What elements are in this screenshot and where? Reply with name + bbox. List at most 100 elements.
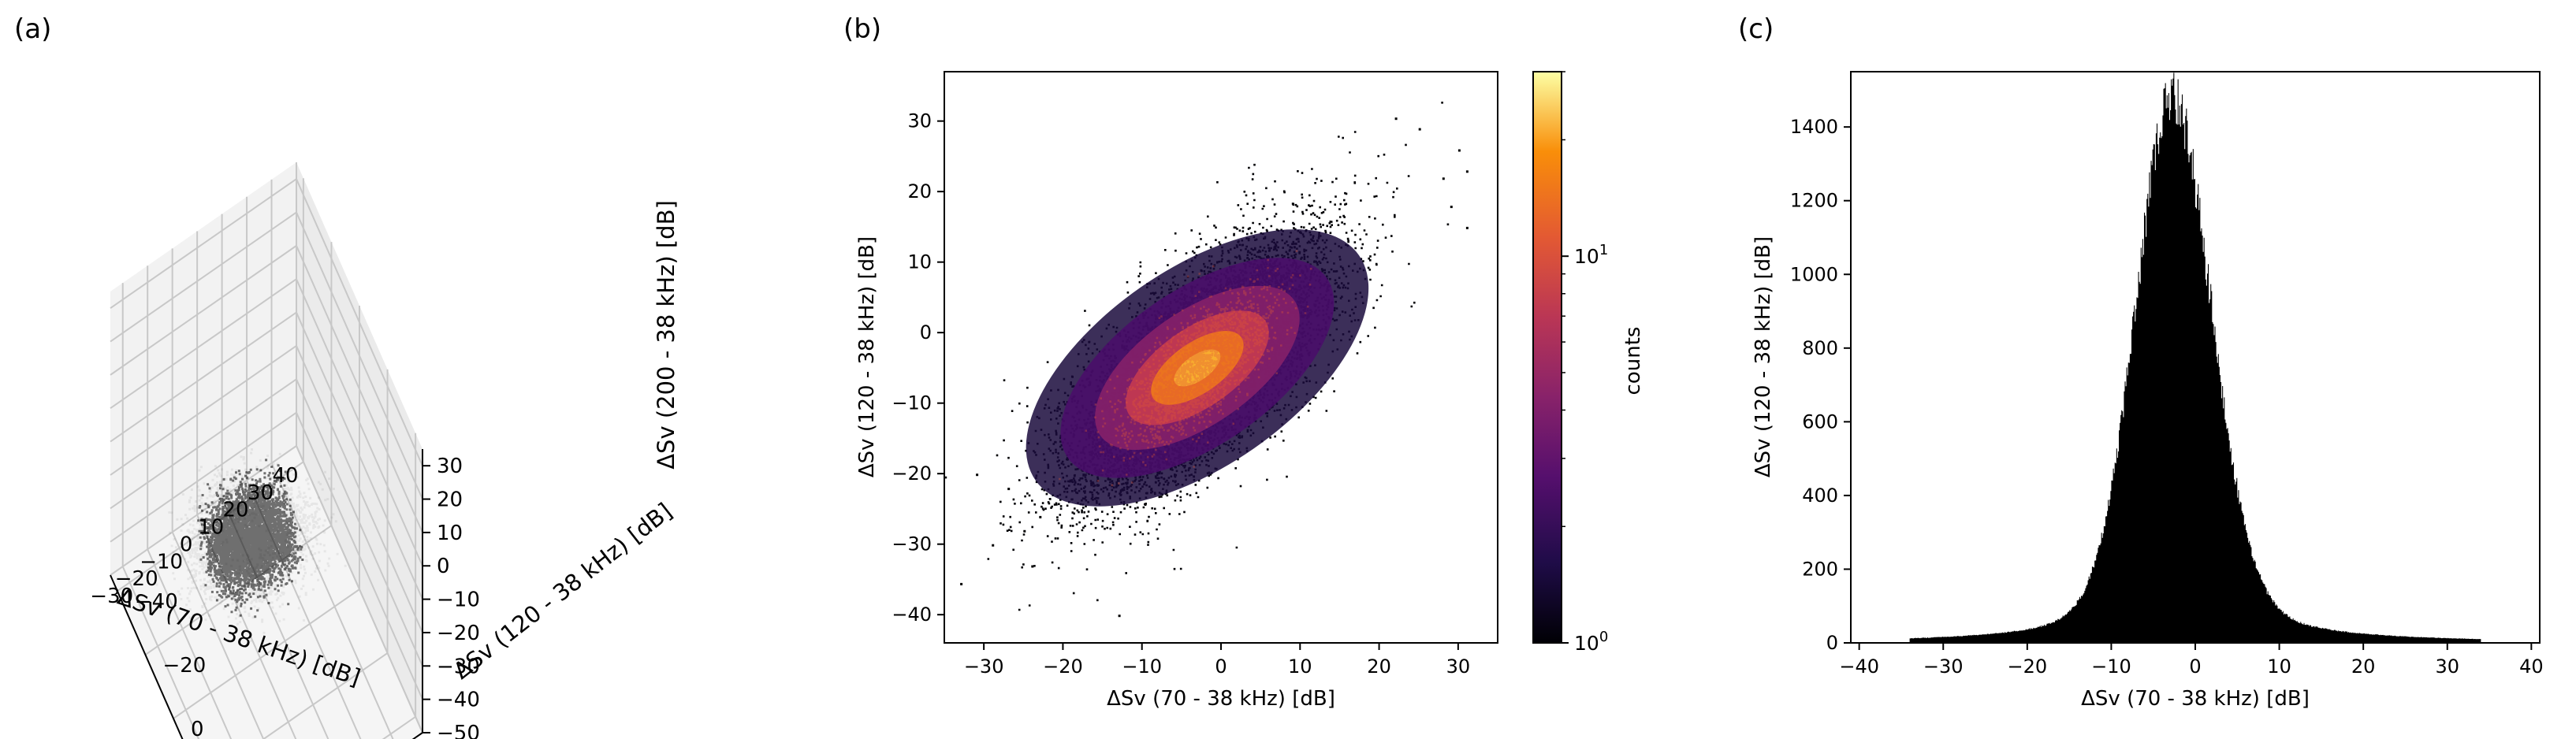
panel-b-outlier-point [1039, 515, 1042, 518]
panel-a-gridline [296, 345, 423, 633]
panel-b-ylabel: ΔSv (120 - 38 kHz) [dB] [855, 236, 879, 477]
panel-b-xtick-label: 30 [1446, 655, 1471, 678]
panel-b: (b) −30 −20 −10 0 10 20 30 −40−30−2 [843, 13, 1645, 711]
panel-b-outlier-point [992, 544, 995, 547]
panel-a-xtick-label: 40 [272, 464, 298, 488]
panel-a-gridline [296, 178, 423, 466]
panel-b-xtick-label: 10 [1288, 655, 1312, 678]
panel-b-yticks: −40 −30 −20 −10 0 10 20 30 [892, 110, 944, 626]
panel-c-xtick-label: 10 [2267, 655, 2291, 678]
panel-c-xtick-label: −10 [2091, 655, 2131, 678]
panel-a-points [155, 448, 347, 642]
panel-b-xtick-label: −20 [1043, 655, 1083, 678]
panel-b-ytick-label: 20 [907, 180, 932, 202]
panel-c-ytick-label: 800 [1802, 337, 1838, 359]
panel-c-xtick-label: 40 [2519, 655, 2544, 678]
panel-c-xtick-label: −40 [1839, 655, 1879, 678]
panel-a-ticks: −30−20−10010203040−40−2002040−50−40−30−2… [90, 455, 480, 739]
panel-a: (a) −30−20−10010203040−40−2002040−50−40−… [14, 13, 679, 739]
panel-a-ztick-label: 0 [437, 555, 450, 578]
panel-c-ytick-label: 1000 [1790, 263, 1838, 285]
panel-a-gridline [262, 652, 389, 739]
panel-a-gridline [296, 278, 423, 566]
panel-b-outlier-point [1465, 170, 1469, 173]
panel-b-ytick-label: 0 [920, 321, 932, 344]
panel-a-gridline [110, 278, 297, 410]
panel-b-density [944, 102, 1469, 618]
panel-b-xticks: −30 −20 −10 0 10 20 30 [964, 643, 1470, 678]
panel-a-xtick-label: 30 [248, 481, 274, 505]
panel-a-zlabel: ΔSv (200 - 38 kHz) [dB] [653, 200, 679, 470]
panel-b-ytick-label: −10 [892, 392, 932, 414]
panel-c-xlabel: ΔSv (70 - 38 kHz) [dB] [2081, 687, 2310, 711]
panel-a-gridline [110, 245, 297, 376]
panel-b-ytick-label: 30 [907, 110, 932, 132]
panel-a-scatter-sparse [155, 448, 347, 642]
panel-b-density-core [1174, 349, 1221, 387]
panel-b-outlier-point [960, 582, 963, 585]
panel-b-colorbar-tick-label: 101 [1574, 242, 1608, 268]
panel-a-x-axis-line [110, 574, 184, 739]
panel-b-outlier-point [1007, 488, 1011, 491]
panel-c-ytick-label: 400 [1802, 485, 1838, 507]
panel-b-outlier-point [1394, 117, 1398, 121]
panel-a-pane-floor [110, 446, 423, 739]
panel-c-ytick-label: 1200 [1790, 190, 1838, 212]
panel-b-outlier-point [1118, 615, 1121, 618]
panel-b-letter: (b) [843, 13, 881, 45]
panel-b-colorbar [1532, 71, 1562, 644]
panel-b-ytick-label: −40 [892, 603, 932, 626]
panel-c-ytick-label: 0 [1826, 632, 1838, 654]
panel-c-ylabel: ΔSv (120 - 38 kHz) [dB] [1751, 236, 1775, 477]
panel-c-histogram-bars [1909, 72, 2481, 643]
panel-c-xtick-label: 20 [2351, 655, 2376, 678]
panel-a-xtick-label: 10 [198, 516, 224, 540]
panel-a-ztick-label: −40 [437, 689, 480, 712]
panel-a-xtick-label: −10 [140, 550, 183, 574]
panel-b-outlier-point [1418, 128, 1421, 131]
panel-a-gridline [382, 715, 416, 739]
panel-a-xtick-label: −20 [115, 567, 158, 591]
panel-a-ytick-label: 0 [191, 718, 204, 739]
panel-a-gridline [296, 212, 423, 499]
panel-b-colorbar-tick-label: 100 [1574, 629, 1608, 655]
panel-b-outlier-point [1457, 149, 1461, 152]
panel-a-gridline [173, 589, 360, 719]
panel-c-histogram [1909, 72, 2481, 643]
panel-b-xtick-label: −30 [964, 655, 1004, 678]
panel-a-xtick-label: 20 [223, 499, 249, 522]
panel-b-xtick-label: 0 [1215, 655, 1227, 678]
panel-c-xtick-label: 0 [2189, 655, 2201, 678]
panel-a-ztick-label: −50 [437, 722, 480, 739]
panel-b-colorbar-label: counts [1621, 327, 1645, 395]
panel-b-ytick-label: −30 [892, 533, 932, 555]
panel-b-ytick-label: −20 [892, 462, 932, 485]
panel-a-ytick-label: −40 [135, 590, 178, 614]
panel-a-gridline [110, 378, 297, 510]
panel-c-xtick-label: −20 [2008, 655, 2048, 678]
panel-c-ytick-label: 200 [1802, 558, 1838, 580]
panel-b-xtick-label: −10 [1122, 655, 1162, 678]
panel-a-gridline [110, 411, 297, 543]
panel-c-yticks: 0 200 400 600 800 1000 1200 1400 [1790, 116, 1851, 654]
panel-a-gridline [296, 445, 423, 733]
panel-c-xticks: −40 −30 −20 −10 0 10 20 30 40 [1839, 643, 2544, 678]
panel-a-ztick-label: −10 [437, 589, 480, 612]
panel-a-ztick-label: 30 [437, 455, 463, 478]
panel-b-xlabel: ΔSv (70 - 38 kHz) [dB] [1107, 687, 1335, 711]
panel-b-core-speckle [1059, 250, 1312, 487]
panel-a-scatter-dense [197, 459, 304, 618]
panel-c-xtick-label: −30 [1923, 655, 1964, 678]
panel-b-colorbar-ticks: 100 101 [1562, 71, 1608, 655]
panel-a-ztick-label: −30 [437, 655, 480, 678]
panel-b-outlier-point [976, 473, 979, 477]
panel-a-gridline [296, 245, 423, 533]
panel-c-ytick-label: 600 [1802, 410, 1838, 433]
panel-b-outlier-point [1465, 226, 1469, 229]
panel-a-gridline [110, 178, 297, 309]
panel-a-ztick-label: −20 [437, 622, 480, 645]
panel-b-outlier-point [1031, 565, 1034, 568]
panel-b-outlier-point [1442, 177, 1445, 180]
panel-b-outlier-point [1450, 206, 1453, 209]
